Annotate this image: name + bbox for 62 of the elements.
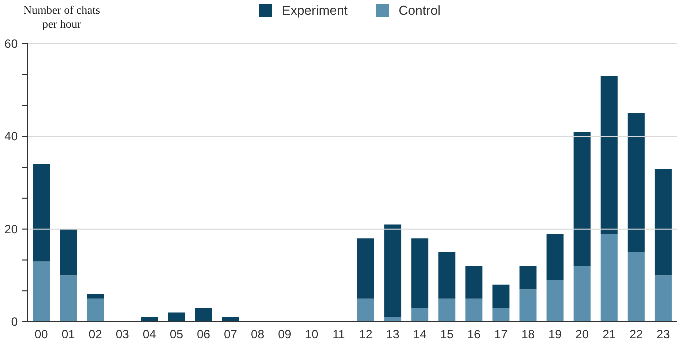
bar [546, 234, 564, 280]
bar [466, 298, 483, 322]
bar [60, 229, 78, 276]
x-tick-label: 17 [494, 328, 508, 342]
bar [520, 290, 537, 322]
x-tick-label: 13 [386, 328, 400, 342]
x-tick-label: 22 [630, 328, 644, 342]
bar [654, 169, 672, 276]
x-tick-label: 20 [576, 328, 590, 342]
bar [87, 298, 104, 322]
x-tick-label: 03 [116, 328, 130, 342]
x-tick-label: 01 [62, 328, 76, 342]
bar [520, 266, 537, 290]
x-tick-label: 16 [468, 328, 482, 342]
bar [466, 266, 483, 299]
bar [412, 238, 429, 308]
y-tick-label: 20 [4, 222, 18, 236]
bar [600, 234, 618, 322]
bar [492, 308, 510, 322]
bar [33, 164, 50, 262]
x-tick-label: 10 [305, 328, 319, 342]
x-tick-label: 14 [413, 328, 428, 342]
bar [168, 312, 186, 322]
y-axis-title: Number of chats per hour [24, 5, 101, 31]
legend-label: Control [398, 3, 441, 18]
y-tick-label: 60 [4, 37, 18, 51]
bar [60, 276, 78, 322]
bar [195, 308, 212, 322]
x-tick-label: 00 [34, 328, 49, 342]
x-tick-label: 08 [251, 328, 265, 342]
y-tick-label: 0 [11, 315, 18, 329]
x-tick-label: 04 [143, 328, 157, 342]
x-tick-label: 05 [170, 328, 184, 342]
bar [574, 266, 591, 322]
bar [600, 76, 618, 234]
x-tick-label: 18 [522, 328, 536, 342]
x-tick-label: 19 [548, 328, 562, 342]
bar [87, 294, 104, 299]
legend-label: Experiment [282, 3, 348, 18]
bar [412, 308, 429, 322]
bar [358, 298, 374, 322]
x-tick-label: 02 [88, 328, 103, 342]
x-tick-label: 09 [278, 328, 292, 342]
bar [33, 262, 50, 322]
bar [628, 252, 645, 322]
bar [492, 284, 510, 308]
x-tick-label: 06 [197, 328, 211, 342]
x-tick-label: 11 [332, 328, 346, 342]
y-tick-label: 40 [4, 130, 18, 144]
bar [654, 276, 672, 322]
x-tick-label: 21 [602, 328, 616, 342]
bar [358, 238, 374, 299]
x-tick-label: 23 [656, 328, 670, 342]
bar [438, 252, 456, 299]
bar [628, 114, 645, 252]
x-tick-label: 12 [359, 328, 374, 342]
x-tick-label: 07 [224, 328, 238, 342]
bar [438, 298, 456, 322]
bar [546, 280, 564, 322]
bar [384, 224, 402, 318]
bar [574, 132, 591, 266]
x-tick-label: 15 [440, 328, 454, 342]
